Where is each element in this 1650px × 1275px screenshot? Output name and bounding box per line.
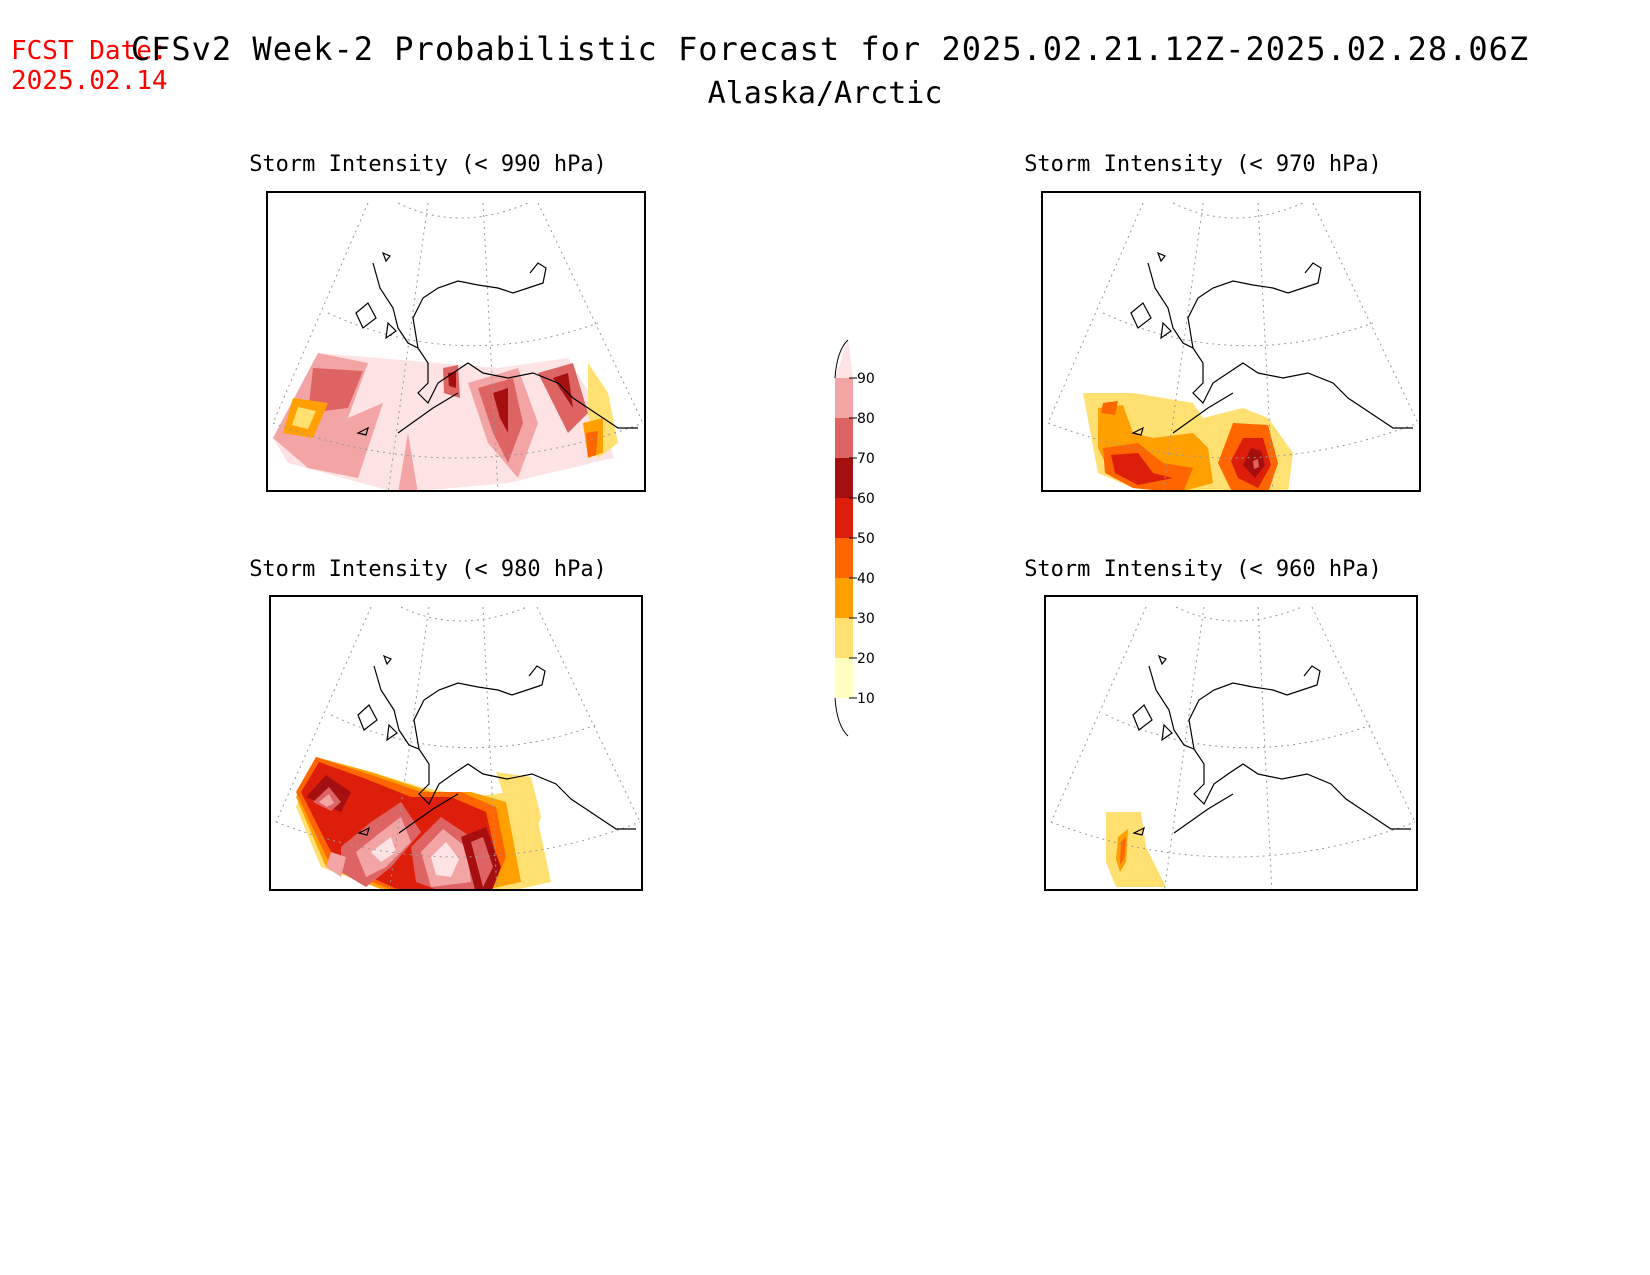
map-970-svg [1047,202,1419,490]
map-panel-980 [269,595,643,891]
graticule-lines [1050,606,1416,889]
coastline [355,251,638,436]
coastline [1132,654,1411,836]
legend-tick-label: 30 [857,611,875,627]
graticule-lines [275,606,641,889]
map-panel-960 [1044,595,1418,891]
map-960-svg [1050,606,1416,889]
page-title: CFSv2 Week-2 Probabilistic Forecast for … [130,30,1530,68]
legend-tick-label: 20 [857,651,875,667]
forecast-date-block: FCST Date: 2025.02.14 [11,36,168,96]
probability-shading [1106,812,1166,887]
legend-swatch [835,378,853,418]
map-panel-970 [1041,191,1421,492]
legend-swatch [835,538,853,578]
legend-swatch [835,618,853,658]
probability-shading [296,757,551,889]
forecast-date-value: 2025.02.14 [11,66,168,96]
map-panel-990 [266,191,646,492]
graticule-lines [1047,202,1419,490]
legend-tick-label: 40 [857,571,875,587]
legend-swatch [835,458,853,498]
region-subtitle: Alaska/Arctic [707,76,943,111]
legend-svg: 90 80 70 60 50 40 30 20 10 [834,340,875,737]
probability-shading [273,353,618,490]
legend-tick-label: 60 [857,491,875,507]
map-980-svg [275,606,641,889]
legend-tick-label: 10 [857,691,875,707]
graticule-lines [272,202,644,490]
panel-title-960: Storm Intensity (< 960 hPa) [1024,557,1382,582]
legend-arrow-top [835,340,853,378]
legend-swatch [835,498,853,538]
legend-tick-label: 90 [857,371,875,387]
legend-arrow-bottom [835,698,853,736]
map-990-svg [272,202,644,490]
legend-tick-label: 70 [857,451,875,467]
legend-tick-label: 80 [857,411,875,427]
legend-swatch [835,418,853,458]
legend-swatch [835,578,853,618]
forecast-date-label: FCST Date: [11,36,168,66]
probability-shading [1083,393,1293,490]
coastline [1130,251,1413,436]
legend-arrow-top-edge [834,340,849,379]
legend-swatch [835,658,853,698]
coastline [357,654,636,836]
color-legend: 90 80 70 60 50 40 30 20 10 [825,340,945,740]
legend-tick-label: 50 [857,531,875,547]
panel-title-980: Storm Intensity (< 980 hPa) [249,557,607,582]
panel-title-970: Storm Intensity (< 970 hPa) [1024,152,1382,177]
panel-title-990: Storm Intensity (< 990 hPa) [249,152,607,177]
legend-arrow-bottom-edge [834,697,849,737]
